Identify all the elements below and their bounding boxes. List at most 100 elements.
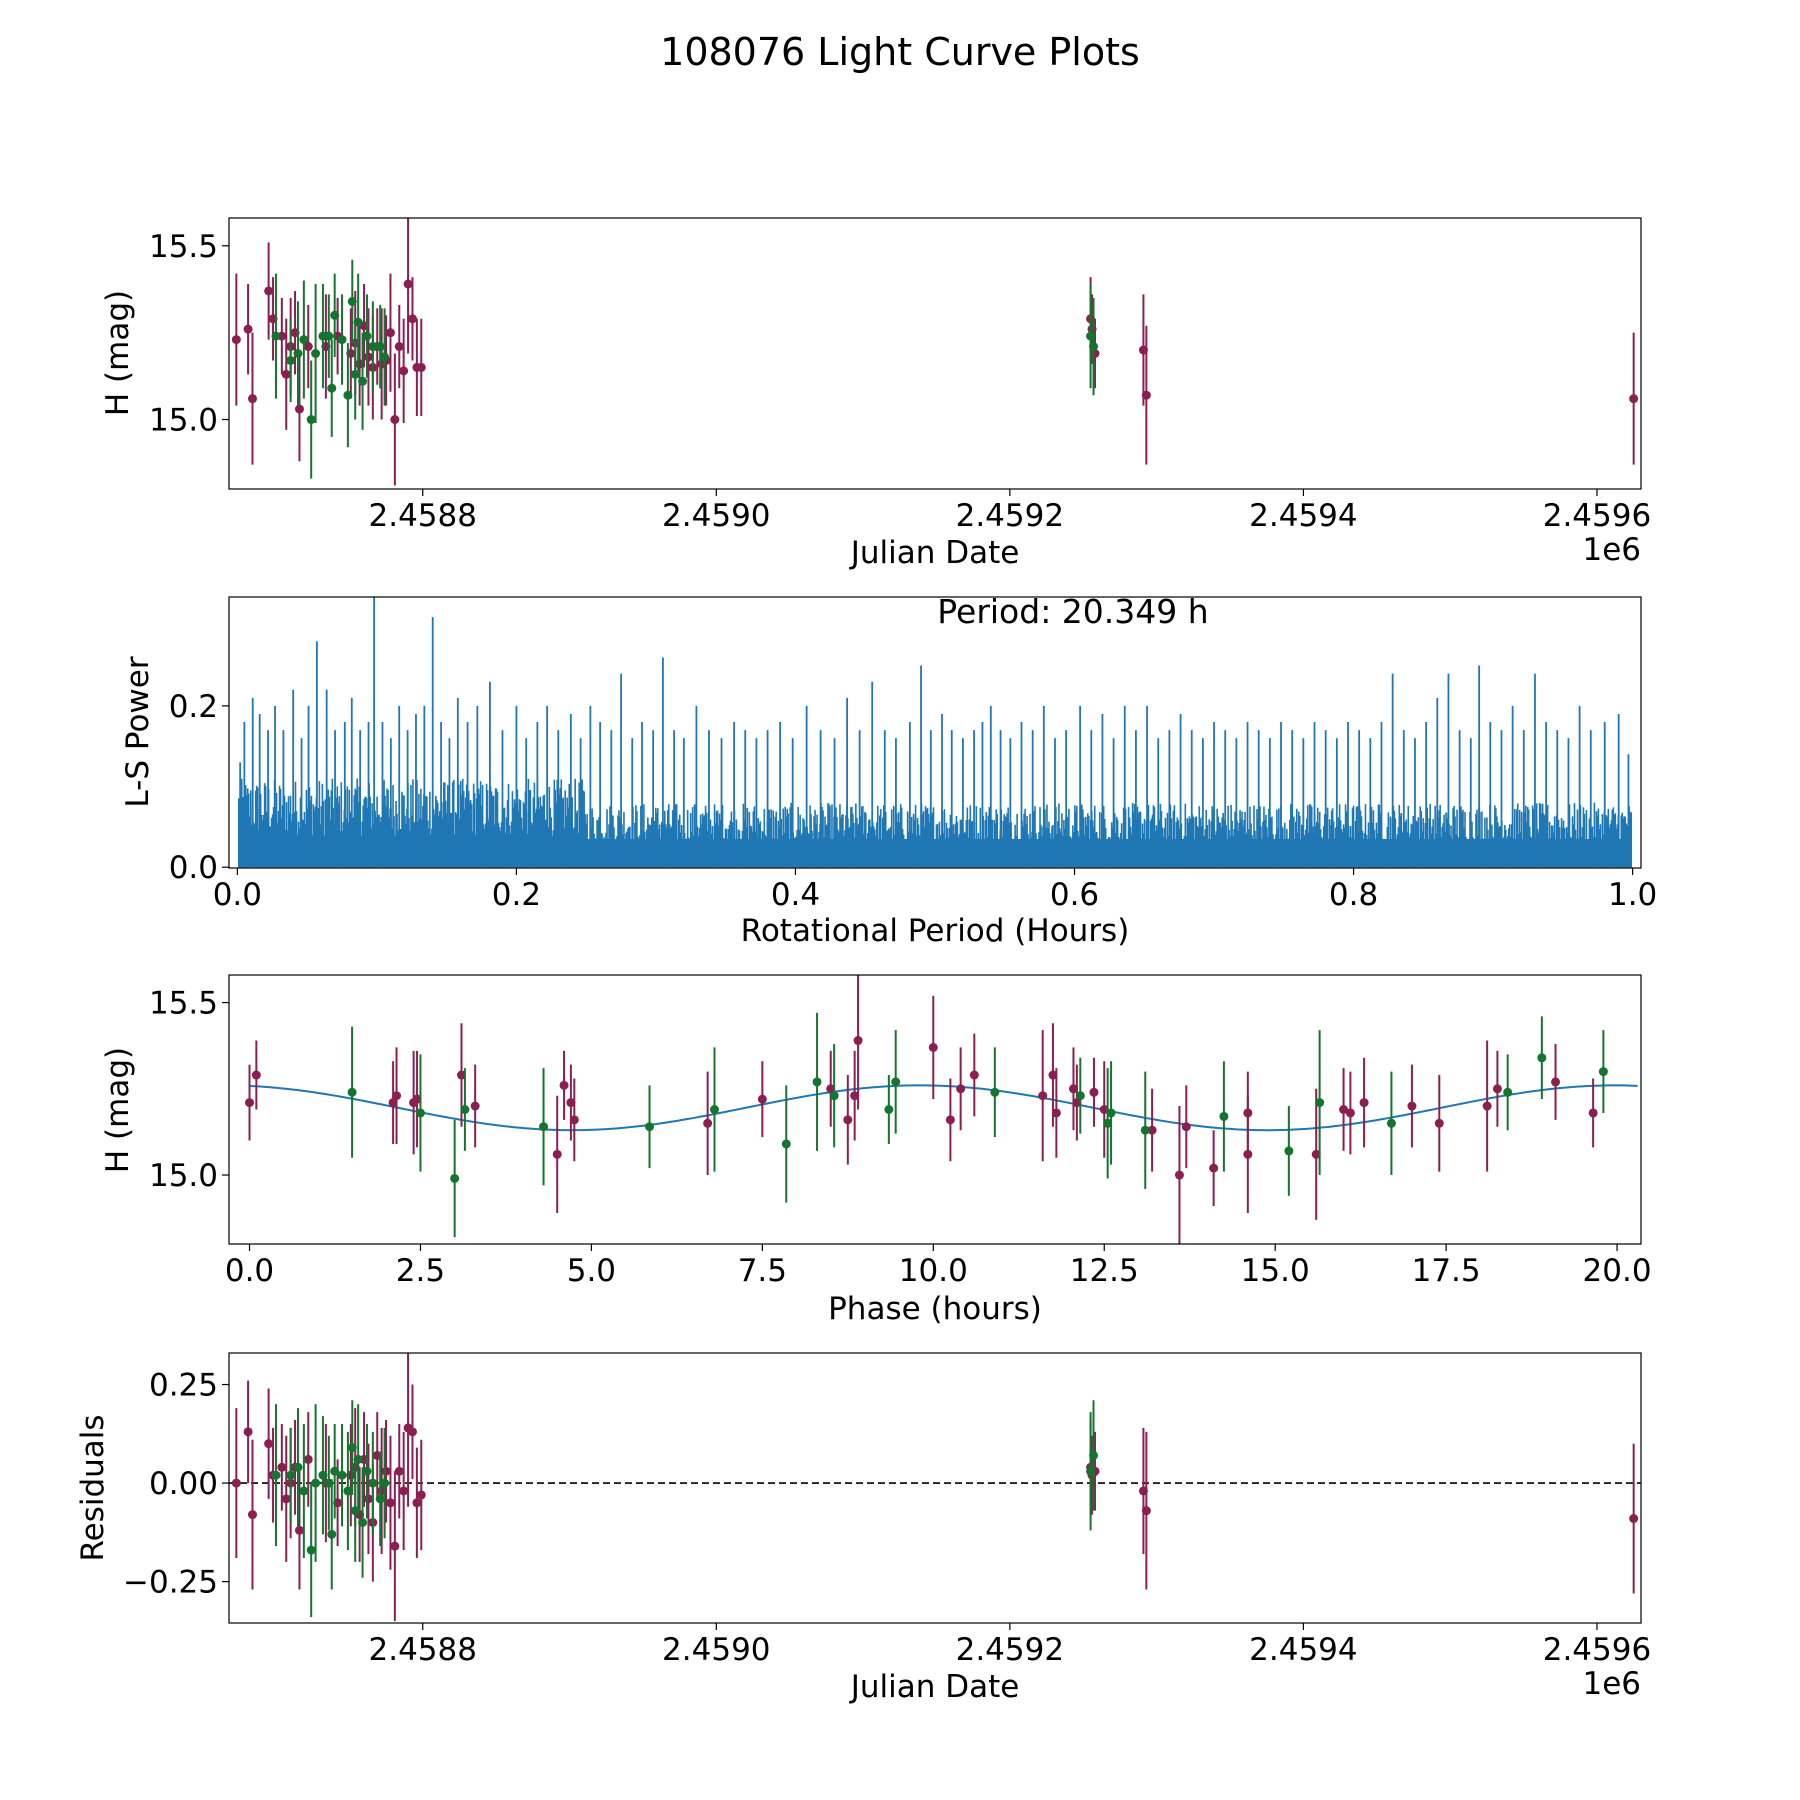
data-point — [324, 331, 334, 341]
x-tick-label: 0.2 — [492, 877, 541, 913]
data-point — [1089, 342, 1099, 352]
data-point — [1243, 1108, 1253, 1118]
data-point — [337, 335, 347, 345]
data-point — [363, 352, 373, 362]
data-point — [347, 1087, 357, 1097]
data-point — [1181, 1122, 1191, 1132]
x-tick-label: 12.5 — [1070, 1253, 1139, 1289]
data-point — [399, 366, 409, 376]
data-point — [1359, 1098, 1369, 1108]
data-point — [318, 1470, 328, 1480]
data-point — [1106, 1108, 1116, 1118]
data-point — [450, 1173, 460, 1183]
data-point — [385, 328, 395, 338]
data-point — [368, 342, 378, 352]
data-point — [1099, 1105, 1109, 1114]
y-tick-label: 15.5 — [149, 986, 218, 1022]
data-point — [1598, 1067, 1608, 1077]
data-point — [350, 369, 360, 379]
data-point — [1048, 1070, 1058, 1080]
data-point — [399, 1486, 409, 1496]
data-point — [363, 1494, 373, 1504]
model-fit-curve — [249, 1084, 1638, 1132]
residuals-axes-frame — [228, 1352, 1642, 1624]
phase-panel: 0.0 2.5 5.0 7.5 10.0 12.5 15.0 17.5 20.0 15.0 15.5… — [100, 974, 1652, 1327]
data-point — [928, 1042, 938, 1052]
data-point — [343, 1486, 353, 1496]
data-point — [347, 1443, 357, 1453]
data-point — [264, 1439, 274, 1449]
data-point — [293, 1462, 303, 1472]
data-point — [1075, 1091, 1085, 1101]
lightcurve-ylabel: H (mag) — [100, 290, 136, 416]
data-point — [566, 1098, 576, 1108]
lightcurve-panel: 2.4588 2.4590 2.4592 2.4594 2.4596 15.0 15.5 J… — [100, 217, 1651, 571]
data-point — [394, 342, 404, 352]
x-tick-label: 2.4594 — [1249, 498, 1357, 534]
periodogram-panel: 0.0 0.2 0.4 0.6 0.8 1.0 0.0 0.2 Period: 20.349 … — [120, 592, 1657, 949]
x-tick-label: 2.4588 — [369, 498, 477, 534]
data-point — [375, 1494, 385, 1504]
phase-xlabel: Phase (hours) — [828, 1291, 1042, 1327]
data-point — [303, 342, 313, 352]
periodogram-ylabel: L-S Power — [120, 656, 156, 807]
data-point — [311, 1478, 321, 1488]
data-point — [281, 1494, 291, 1504]
data-point — [1089, 1087, 1099, 1097]
x-tick-label: 2.4596 — [1543, 1632, 1651, 1668]
data-point — [1174, 1170, 1184, 1180]
y-tick-label: 0.00 — [149, 1466, 218, 1502]
data-point — [1492, 1084, 1502, 1094]
data-point — [470, 1101, 480, 1111]
residuals-panel: 2.4588 2.4590 2.4592 2.4594 2.4596 −0.25 0.00 0… — [75, 1352, 1651, 1705]
residuals-xlabel: Julian Date — [849, 1669, 1020, 1705]
data-point — [362, 1466, 372, 1476]
data-point — [390, 415, 400, 425]
data-point — [956, 1084, 966, 1094]
data-point — [645, 1122, 655, 1132]
data-point — [330, 1466, 340, 1476]
data-point — [303, 1454, 313, 1464]
data-point — [552, 1149, 562, 1159]
data-point — [1103, 1118, 1113, 1128]
data-point — [990, 1087, 1000, 1097]
data-point — [1339, 1105, 1349, 1114]
x-tick-label: 10.0 — [899, 1253, 968, 1289]
phase-ylabel: H (mag) — [100, 1047, 136, 1173]
periodogram-xlabel: Rotational Period (Hours) — [741, 913, 1130, 949]
periodogram-axes-frame — [228, 596, 1642, 869]
data-point — [347, 296, 357, 306]
data-point — [353, 1454, 363, 1464]
data-point — [247, 1510, 257, 1520]
lightcurve-ticks: 2.4588 2.4590 2.4592 2.4594 2.4596 15.0 15.5 — [149, 229, 1651, 534]
x-tick-label: 2.4592 — [956, 498, 1064, 534]
data-point — [358, 1517, 368, 1527]
periodogram-plot-area — [237, 597, 1633, 868]
data-point — [781, 1139, 791, 1149]
x-tick-label: 20.0 — [1583, 1253, 1652, 1289]
data-point — [539, 1122, 549, 1132]
phase-plot-area — [245, 975, 1638, 1244]
lightcurve-plot-area — [231, 218, 1639, 486]
data-point — [403, 279, 413, 289]
power-baseline-fill — [238, 838, 1632, 868]
data-point — [1038, 1091, 1048, 1101]
x-tick-label: 0.6 — [1050, 877, 1099, 913]
data-point — [368, 1478, 378, 1488]
data-point — [343, 390, 353, 400]
data-point — [1551, 1077, 1561, 1087]
data-point — [293, 349, 303, 358]
data-point — [829, 1091, 839, 1101]
data-point — [247, 394, 257, 404]
data-point — [245, 1098, 255, 1108]
data-point — [460, 1105, 470, 1114]
data-point — [1503, 1087, 1513, 1097]
data-point — [381, 1466, 391, 1476]
data-point — [327, 383, 337, 393]
data-point — [945, 1115, 955, 1125]
y-tick-label: 0.0 — [169, 850, 218, 886]
data-point — [1140, 1125, 1150, 1135]
data-point — [380, 1478, 390, 1488]
data-point — [271, 331, 281, 341]
data-point — [412, 1094, 422, 1104]
